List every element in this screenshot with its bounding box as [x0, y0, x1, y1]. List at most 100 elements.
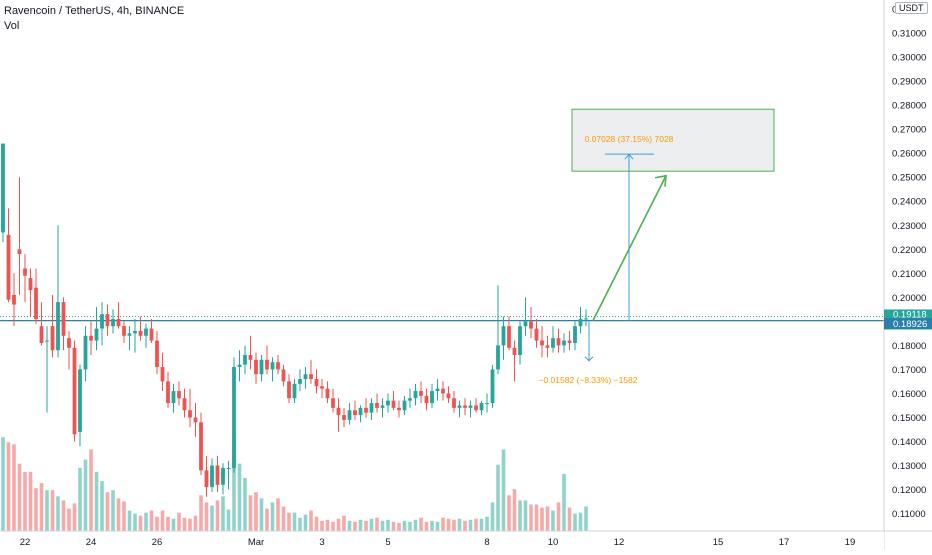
candle-body [501, 326, 506, 346]
candle-body [45, 340, 49, 342]
volume-bar [254, 492, 258, 531]
candle-body [391, 400, 396, 408]
candle-body [100, 314, 104, 329]
volume-bar [479, 518, 484, 531]
volume-bar [474, 518, 478, 531]
volume-bar [452, 519, 456, 531]
volume-bar [61, 500, 66, 531]
currency-badge[interactable]: USDT [895, 2, 928, 14]
candle-body [111, 318, 115, 327]
candle-body [413, 391, 418, 399]
candle-body [281, 369, 286, 382]
candle-body [199, 422, 203, 471]
candle-body [397, 407, 401, 411]
volume-bar [545, 506, 550, 531]
volume-bar [287, 512, 291, 531]
candle-body [160, 367, 165, 382]
price-tick-label: 0.30000 [892, 53, 926, 64]
volume-bar [518, 500, 522, 531]
volume-bar [507, 495, 511, 531]
candle-body [584, 318, 588, 320]
candle-body [72, 347, 77, 435]
volume-bar [391, 521, 396, 531]
candle-body [254, 359, 258, 375]
candle-body [133, 330, 137, 334]
volume-bar [67, 508, 71, 531]
volume-bar [72, 503, 77, 531]
candle-body [34, 287, 38, 319]
volume-bar [160, 510, 165, 531]
candle-body [402, 400, 407, 411]
candle-body [210, 465, 214, 488]
volume-bar [50, 490, 55, 531]
candle-body [248, 354, 253, 360]
time-tick-label: 5 [385, 537, 390, 548]
volume-bar [540, 507, 544, 531]
candle-body [23, 268, 27, 276]
candle-body [303, 374, 308, 380]
volume-bar [419, 517, 423, 531]
price-tick-label: 0.23000 [892, 221, 926, 232]
time-tick-label: Mar [248, 537, 264, 548]
candle-body [265, 359, 269, 370]
volume-bar [562, 473, 566, 531]
candle-body [67, 338, 71, 348]
volume-bar [358, 519, 363, 531]
price-tick-label: 0.21000 [892, 269, 926, 280]
price-tick-label: 0.26000 [892, 149, 926, 160]
volume-bar [386, 519, 390, 531]
volume-bar [435, 521, 440, 531]
volume-bar [529, 504, 533, 531]
projection-arrowhead [654, 174, 667, 187]
volume-bar [380, 520, 385, 531]
candle-body [28, 278, 33, 291]
price-tick-label: 0.16000 [892, 389, 926, 400]
candle-body [342, 415, 346, 420]
measure-arrowhead-down [584, 356, 594, 362]
candle-body [276, 362, 280, 370]
volume-bar [204, 502, 209, 531]
stop-measure-label: −0.01582 (−8.33%) −1582 [538, 375, 637, 385]
time-tick-label: 3 [319, 537, 324, 548]
volume-bar [155, 516, 159, 531]
price-tick-label: 0.28000 [892, 101, 926, 112]
volume-bar [584, 506, 588, 531]
price-tick-label: 0.31000 [892, 29, 926, 40]
candle-body [56, 302, 60, 351]
price-axis-background [884, 0, 932, 550]
candle-body [138, 330, 143, 336]
candle-body [490, 369, 495, 404]
volume-bar [534, 504, 539, 531]
volume-bar [369, 518, 374, 531]
candle-body [298, 379, 302, 384]
price-tick-label: 0.15000 [892, 413, 926, 424]
time-tick-label: 26 [152, 537, 163, 548]
candle-body [144, 328, 148, 336]
candle-body [518, 326, 522, 355]
volume-bar [23, 471, 27, 531]
candle-body [468, 405, 473, 408]
volume-bar [28, 471, 33, 531]
candle-body [309, 374, 313, 380]
volume-bar [402, 520, 407, 531]
volume-bar [512, 489, 517, 531]
candle-body [485, 403, 489, 405]
candle-body [545, 345, 550, 348]
candle-body [540, 340, 544, 346]
candle-body [457, 405, 462, 408]
price-tick-label: 0.22000 [892, 245, 926, 256]
volume-bar [243, 477, 247, 531]
candle-body [562, 340, 566, 346]
price-tick-label: 0.12000 [892, 485, 926, 496]
candle-body [512, 347, 517, 355]
candle-body [567, 340, 572, 343]
candle-body [287, 381, 291, 399]
candle-body [292, 383, 297, 399]
candle-body [441, 388, 445, 394]
candle-body [358, 407, 363, 416]
candle-body [419, 391, 423, 396]
candle-body [551, 338, 555, 348]
candle-body [534, 328, 539, 341]
